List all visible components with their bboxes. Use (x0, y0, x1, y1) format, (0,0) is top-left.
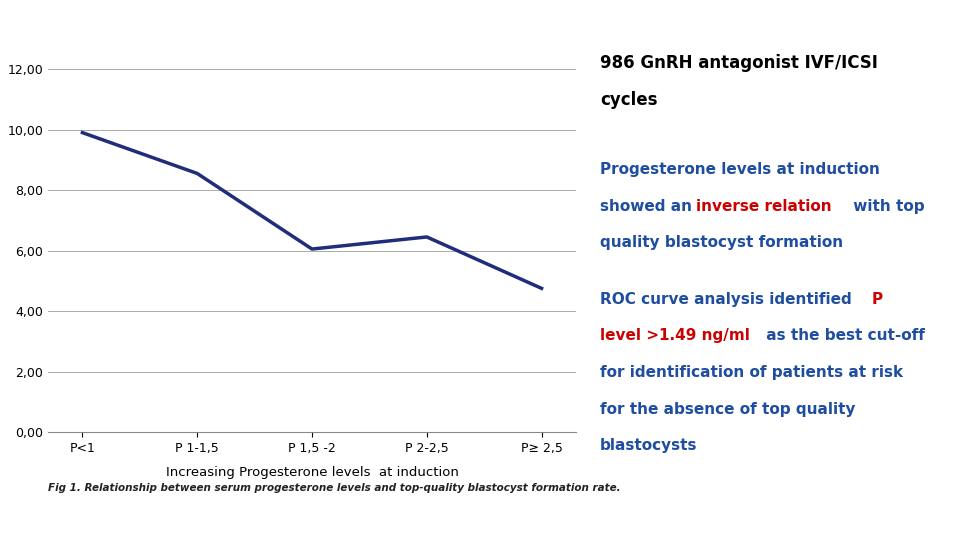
Text: for identification of patients at risk: for identification of patients at risk (600, 365, 903, 380)
Text: inverse relation: inverse relation (696, 199, 831, 214)
Text: ROC curve analysis identified: ROC curve analysis identified (600, 292, 857, 307)
Text: for the absence of top quality: for the absence of top quality (600, 402, 855, 417)
Text: 986 GnRH antagonist IVF/ICSI: 986 GnRH antagonist IVF/ICSI (600, 54, 877, 72)
Text: quality blastocyst formation: quality blastocyst formation (600, 235, 843, 251)
Text: P: P (872, 292, 883, 307)
X-axis label: Increasing Progesterone levels  at induction: Increasing Progesterone levels at induct… (165, 466, 459, 479)
Text: cycles: cycles (600, 91, 658, 109)
Text: showed an: showed an (600, 199, 697, 214)
Text: with top: with top (848, 199, 924, 214)
Text: Progesterone levels at induction: Progesterone levels at induction (600, 162, 880, 177)
Text: level >1.49 ng/ml: level >1.49 ng/ml (600, 328, 750, 343)
Text: blastocysts: blastocysts (600, 438, 698, 454)
Text: as the best cut-off: as the best cut-off (761, 328, 925, 343)
Text: Fig 1. Relationship between serum progesterone levels and top-quality blastocyst: Fig 1. Relationship between serum proges… (48, 483, 620, 494)
